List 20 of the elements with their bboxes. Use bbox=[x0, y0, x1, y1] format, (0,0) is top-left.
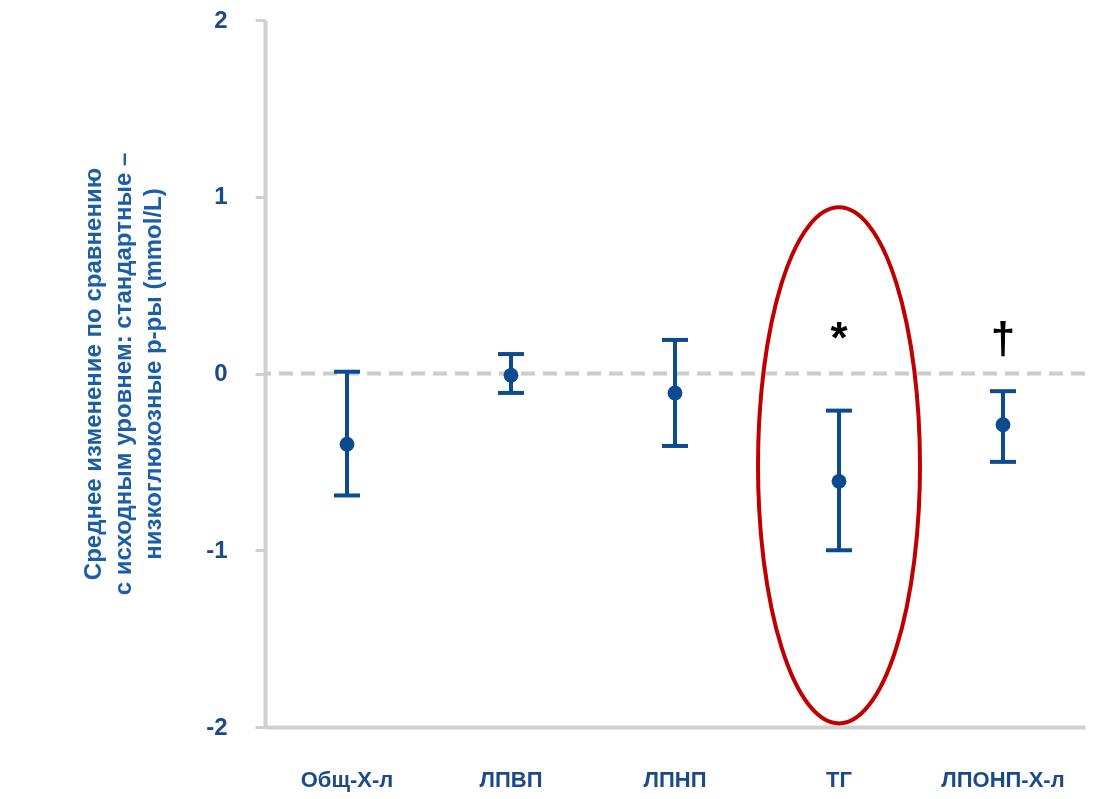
x-tick-label: ЛПВП bbox=[479, 766, 543, 792]
x-tick-label: ЛПОНП-Х-л bbox=[941, 766, 1065, 792]
y-tick-label: 2 bbox=[214, 5, 228, 33]
point bbox=[995, 417, 1011, 433]
y-tick-label: -1 bbox=[206, 535, 228, 563]
y-tick-label: -2 bbox=[206, 712, 228, 740]
point bbox=[339, 436, 355, 452]
text: низкоглюкозные р-ры (mmol/L) bbox=[139, 188, 167, 560]
annotation: † bbox=[990, 312, 1016, 362]
annotation: * bbox=[830, 312, 849, 362]
y-tick-label: 0 bbox=[214, 359, 228, 386]
text: Среднее изменение по сравнению bbox=[79, 167, 107, 581]
point bbox=[831, 473, 847, 489]
text: с исходным уровнем: стандартные – bbox=[109, 152, 137, 596]
x-tick-label: ТГ bbox=[826, 766, 853, 792]
x-tick-label: Общ-Х-л bbox=[300, 766, 394, 792]
x-tick-label: ЛПНП bbox=[643, 766, 707, 792]
y-tick-label: 1 bbox=[214, 182, 228, 210]
point bbox=[667, 385, 683, 401]
point bbox=[503, 367, 519, 383]
